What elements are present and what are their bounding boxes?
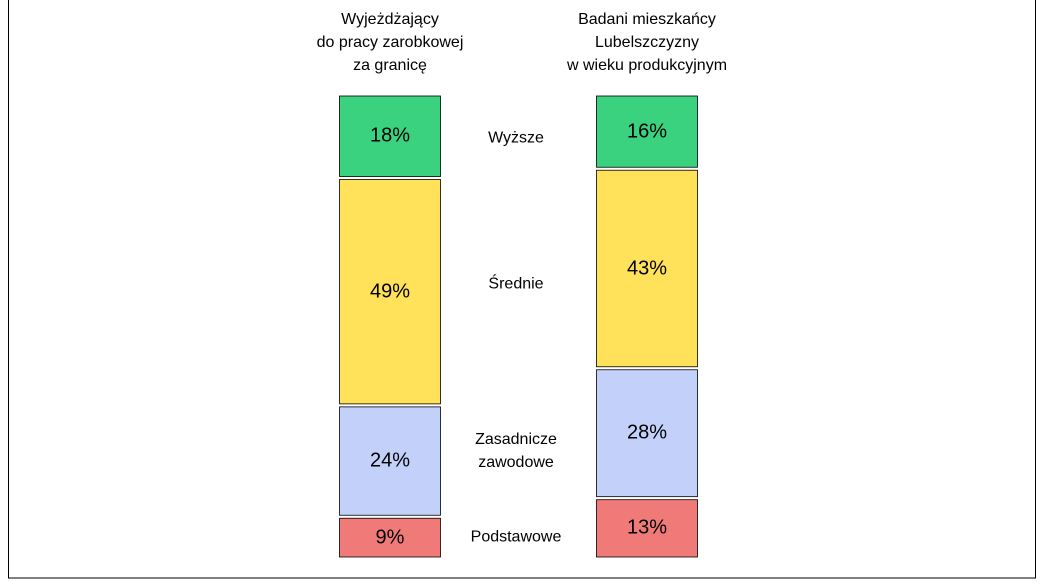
bar-segment: [339, 95, 441, 177]
bar-segment: [339, 179, 441, 405]
bar-segment: [596, 169, 698, 368]
data-label: 9%: [375, 526, 405, 549]
bar-segment: [339, 406, 441, 516]
legend-label: Średnie: [488, 275, 544, 293]
legend-label: Podstawowe: [470, 528, 562, 546]
data-label: 18%: [369, 124, 411, 147]
data-label: 16%: [626, 120, 668, 143]
bar-segment: [596, 369, 698, 498]
data-label: 43%: [626, 257, 668, 279]
frame: [8, 0, 1036, 579]
bar-segment: [596, 95, 698, 168]
column-title: Wyjeżdżający do pracy zarobkowej za gran…: [316, 11, 464, 74]
bar-segment: [339, 517, 441, 558]
legend-label: Wyższe: [488, 129, 544, 147]
column-title: Badani mieszkańcy Lubelszczyzny w wieku …: [566, 11, 728, 74]
data-label: 24%: [369, 449, 411, 472]
data-label: 28%: [626, 421, 668, 444]
legend-label: Zasadnicze zawodowe: [475, 431, 557, 472]
data-label: 49%: [369, 280, 411, 303]
data-label: 13%: [626, 516, 668, 539]
bar-segment: [596, 499, 698, 558]
